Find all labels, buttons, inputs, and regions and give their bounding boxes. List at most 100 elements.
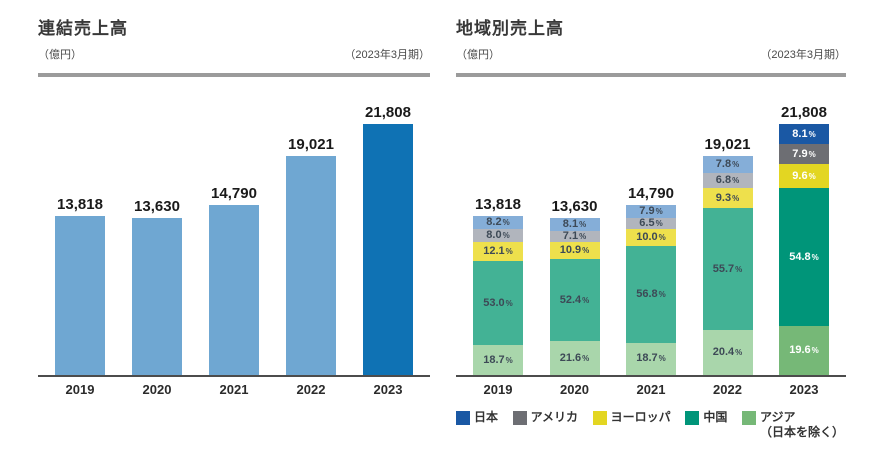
percent-value: 54.8 (789, 250, 811, 263)
stack-total-label: 21,808 (781, 104, 827, 121)
percent-value: 20.4 (712, 346, 735, 359)
segment-percent-label: 19.6% (789, 343, 819, 356)
segment-2021-4: 56.8% (626, 246, 676, 344)
segment-percent-label: 52.4% (560, 294, 590, 306)
regional-sales-chart: 地域別売上高 （億円） （2023年3月期） 13,818 8.2% 8.0% 12.… (456, 14, 846, 440)
stack-2022: 7.8% 6.8% 9.3% 55.7% 20.4% (702, 156, 753, 375)
sales-bar-2022 (286, 156, 336, 375)
bar-column-2022: 19,021 (286, 136, 336, 375)
segment-percent-label: 9.6% (792, 169, 816, 182)
percent-value: 6.5 (639, 218, 655, 230)
bar-value-label: 14,790 (211, 185, 257, 202)
bar-value-label: 13,630 (134, 198, 180, 215)
percent-sign: % (658, 290, 666, 300)
x-axis: 2019 2020 2021 2022 2023 (456, 382, 846, 397)
segment-percent-label: 10.0% (636, 232, 666, 243)
percent-value: 10.9 (559, 243, 582, 256)
chart-subheader: （億円） （2023年3月期） (456, 46, 846, 62)
percent-sign: % (732, 193, 740, 203)
percent-sign: % (655, 207, 663, 217)
bar-column-2023: 21,808 (363, 104, 413, 375)
percent-sign: % (505, 246, 513, 256)
x-tick-label-2020: 2020 (560, 382, 589, 397)
percent-value: 8.1 (792, 127, 808, 140)
segment-percent-label: 7.9% (792, 147, 816, 160)
segment-2023-3: 9.6% (779, 164, 829, 189)
percent-value: 9.6 (792, 169, 808, 182)
segment-percent-label: 18.7% (483, 354, 513, 366)
legend-label-group: アジア （日本を除く） (760, 410, 844, 440)
percent-value: 9.3 (715, 191, 732, 204)
percent-sign: % (811, 345, 819, 355)
segment-2020-5: 21.6% (549, 341, 600, 375)
segment-percent-label: 6.5% (639, 218, 662, 229)
x-tick-label-2022: 2022 (713, 382, 742, 397)
percent-sign: % (808, 171, 816, 181)
legend-item-日本: 日本 (456, 410, 498, 440)
sales-bar-2021 (209, 205, 259, 375)
legend-item-中国: 中国 (685, 410, 727, 440)
percent-sign: % (579, 231, 587, 241)
percent-value: 8.1 (562, 218, 579, 230)
legend-item-アメリカ: アメリカ (512, 410, 578, 440)
legend-swatch-icon (741, 411, 756, 425)
segment-percent-label: 56.8% (636, 289, 666, 300)
report-page: 連結売上高 （億円） （2023年3月期） 13,818 13,630 14,790… (38, 14, 846, 440)
bar-value-label: 13,818 (57, 196, 103, 213)
percent-value: 10.0 (636, 231, 658, 244)
segment-2021-5: 18.7% (626, 343, 676, 375)
sales-bar-2020 (132, 218, 182, 375)
percent-sign: % (808, 149, 816, 159)
percent-value: 7.9 (792, 147, 808, 160)
x-tick-label-2021: 2021 (636, 382, 666, 397)
percent-value: 6.8 (715, 174, 732, 187)
segment-2019-5: 18.7% (473, 345, 523, 375)
segment-2023-4: 54.8% (779, 188, 829, 326)
unit-label: （億円） (38, 49, 82, 61)
period-label: （2023年3月期） (760, 49, 846, 61)
x-tick-label-2022: 2022 (296, 382, 326, 397)
percent-sign: % (582, 295, 590, 305)
segment-percent-label: 21.6% (559, 351, 590, 364)
percent-value: 7.9 (639, 205, 655, 218)
segment-percent-label: 53.0% (483, 297, 513, 309)
percent-value: 21.6 (559, 351, 582, 364)
consolidated-sales-chart: 連結売上高 （億円） （2023年3月期） 13,818 13,630 14,790… (38, 14, 430, 440)
stack-total-label: 19,021 (704, 136, 751, 153)
percent-sign: % (502, 230, 510, 240)
stack-total-label: 14,790 (628, 185, 674, 202)
segment-percent-label: 6.8% (716, 175, 739, 186)
percent-value: 18.7 (636, 352, 658, 365)
legend-swatch-icon (512, 411, 527, 425)
segment-percent-label: 18.7% (636, 353, 666, 364)
percent-sign: % (502, 218, 510, 228)
stacked-bar-plot: 13,818 8.2% 8.0% 12.1% 53.0% 18.7% 13,630 8.1% 7… (456, 84, 846, 377)
segment-2022-4: 55.7% (702, 208, 753, 331)
segment-2019-1: 8.2% (473, 216, 523, 230)
percent-value: 8.0 (486, 229, 502, 241)
legend-swatch-icon (456, 411, 470, 425)
segment-2020-1: 8.1% (549, 218, 600, 231)
segment-percent-label: 54.8% (789, 250, 819, 263)
header-rule (38, 73, 430, 77)
segment-percent-label: 55.7% (713, 263, 743, 275)
segment-2022-2: 6.8% (702, 173, 753, 188)
period-label: （2023年3月期） (344, 49, 430, 61)
chart-title: 連結売上高 (38, 19, 128, 38)
percent-value: 8.2 (486, 216, 502, 229)
percent-value: 7.8 (715, 158, 732, 171)
percent-sign: % (582, 353, 590, 363)
stack-2021: 7.9% 6.5% 10.0% 56.8% 18.7% (626, 205, 676, 375)
bar-value-label: 19,021 (288, 136, 334, 153)
segment-2019-3: 12.1% (473, 241, 523, 261)
header-rule (456, 73, 846, 77)
segment-2019-4: 53.0% (473, 260, 523, 346)
sales-bar-2023 (363, 124, 413, 375)
bar-column-2020: 13,630 (132, 198, 182, 375)
segment-2023-5: 19.6% (779, 325, 829, 375)
percent-sign: % (505, 355, 513, 365)
x-axis: 2019 2020 2021 2022 2023 (38, 382, 430, 397)
percent-value: 19.6 (789, 343, 811, 356)
legend-label: アジア (759, 410, 796, 424)
percent-sign: % (658, 354, 666, 364)
